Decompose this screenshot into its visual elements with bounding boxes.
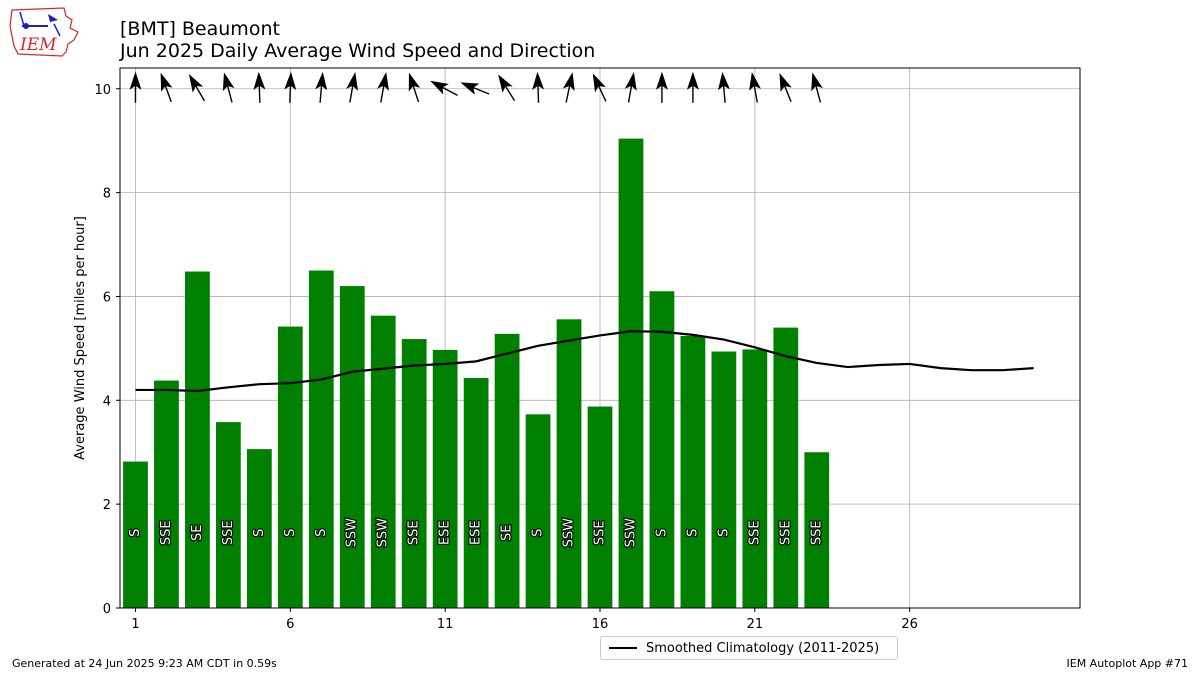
wind-arrow-day-20	[717, 71, 730, 103]
wind-arrow-day-19	[686, 71, 699, 103]
wind-arrow-day-6	[284, 71, 297, 103]
wind-arrow-day-12	[460, 82, 490, 95]
direction-label-day-3: SE	[190, 524, 205, 540]
bar-day-4	[216, 422, 241, 608]
bar-day-18	[649, 291, 675, 608]
bar-day-22	[773, 327, 799, 608]
direction-label-day-17: SSW	[623, 518, 638, 548]
bar-day-12	[463, 377, 489, 608]
direction-label-day-8: SSW	[345, 518, 360, 548]
bar-day-19	[680, 335, 706, 608]
legend-label: Smoothed Climatology (2011-2025)	[646, 640, 880, 656]
x-tick-label: 16	[592, 617, 609, 632]
wind-arrow-day-22	[779, 73, 792, 103]
bar-day-16	[587, 406, 613, 608]
bar-day-23	[804, 452, 830, 608]
y-tick-label: 4	[103, 394, 111, 409]
wind-arrow-day-9	[377, 72, 389, 103]
bar-day-13	[494, 333, 520, 608]
bar-day-6	[277, 326, 303, 608]
y-tick-label: 0	[103, 602, 111, 617]
direction-label-day-13: SE	[500, 524, 515, 540]
direction-label-day-9: SSW	[376, 518, 391, 548]
bar-day-11	[432, 349, 458, 608]
wind-arrow-day-11	[430, 80, 458, 96]
wind-arrow-day-18	[655, 71, 668, 103]
direction-label-day-23: SSE	[809, 520, 824, 545]
bar-day-21	[742, 349, 768, 608]
iem-logo: IEM	[9, 7, 79, 57]
bar-day-3	[185, 271, 210, 608]
chart-title: [BMT] Beaumont	[120, 18, 280, 40]
wind-arrow-day-5	[253, 71, 266, 103]
y-tick-label: 6	[103, 290, 111, 305]
arrow-layer	[129, 71, 823, 103]
direction-label-day-2: SSE	[159, 520, 174, 545]
climatology-line	[135, 330, 1034, 393]
x-tick-label: 26	[901, 617, 918, 632]
wind-arrow-day-17	[624, 72, 637, 103]
direction-label-day-11: ESE	[438, 520, 453, 545]
direction-label-layer: S SSE SE SSE S S S SSW SSW SSE ESE ESE SE S SSW SSE SSW S…	[127, 517, 825, 549]
chart-subtitle: Jun 2025 Daily Average Wind Speed and Di…	[120, 40, 596, 62]
direction-label-day-14: S	[531, 529, 546, 537]
legend: Smoothed Climatology (2011-2025)	[600, 636, 898, 660]
direction-label-day-20: S	[716, 529, 731, 537]
logo-text: IEM	[19, 35, 57, 55]
y-tick-label: 10	[94, 83, 111, 98]
wind-arrow-day-21	[749, 72, 761, 103]
bar-day-10	[401, 339, 427, 608]
bar-day-15	[556, 319, 582, 608]
direction-label-day-19: S	[685, 529, 700, 537]
bar-day-5	[246, 449, 272, 608]
wind-arrow-day-3	[188, 74, 206, 102]
bar-day-14	[525, 414, 551, 608]
direction-label-day-6: S	[283, 529, 298, 537]
direction-label-day-1: S	[128, 529, 143, 537]
bar-day-9	[370, 315, 396, 608]
iowa-state-outline-icon	[9, 7, 79, 57]
direction-label-day-12: ESE	[469, 520, 484, 545]
direction-label-day-15: SSW	[562, 518, 577, 548]
bar-day-20	[711, 351, 737, 608]
generated-timestamp: Generated at 24 Jun 2025 9:23 AM CDT in …	[12, 657, 277, 670]
bar-day-8	[339, 286, 365, 608]
wind-arrow-day-15	[562, 72, 575, 103]
y-tick-label: 8	[103, 187, 111, 202]
x-tick-label: 6	[286, 617, 294, 632]
direction-label-day-10: SSE	[407, 520, 422, 545]
direction-label-day-18: S	[654, 529, 669, 537]
bar-day-7	[308, 270, 334, 608]
y-tick-label: 2	[103, 498, 111, 513]
wind-arrow-day-13	[498, 74, 516, 102]
wind-arrow-day-2	[160, 72, 173, 103]
wind-arrow-day-7	[315, 71, 328, 103]
line-layer	[135, 330, 1034, 393]
x-tick-label: 11	[437, 617, 454, 632]
direction-label-day-5: S	[252, 529, 267, 537]
direction-label-day-22: SSE	[778, 520, 793, 545]
direction-label-day-16: SSE	[593, 520, 608, 545]
direction-label-day-21: SSE	[747, 520, 762, 545]
wind-arrow-day-16	[592, 73, 607, 102]
wind-arrow-day-8	[346, 72, 358, 103]
wind-arrow-day-10	[408, 72, 421, 103]
y-axis-label: Average Wind Speed [miles per hour]	[73, 216, 88, 460]
x-tick-label: 21	[747, 617, 764, 632]
bar-layer	[123, 138, 830, 608]
wind-arrow-day-1	[129, 71, 142, 103]
bar-day-17	[618, 138, 644, 608]
wind-arrow-day-14	[532, 71, 545, 103]
legend-line-swatch	[609, 647, 637, 649]
app-id: IEM Autoplot App #71	[1066, 657, 1189, 670]
bar-day-1	[123, 461, 148, 608]
bar-day-2	[154, 380, 179, 608]
direction-label-day-7: S	[314, 529, 329, 537]
x-tick-label: 1	[131, 617, 139, 632]
direction-label-day-4: SSE	[221, 520, 236, 545]
wind-arrow-day-4	[222, 72, 235, 103]
wind-arrow-day-23	[811, 72, 823, 103]
